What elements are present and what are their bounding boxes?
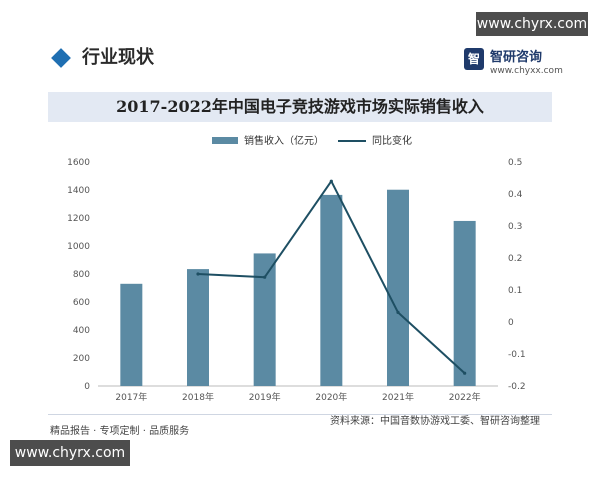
right-axis-tick-label: -0.2 <box>508 382 526 392</box>
bar <box>253 253 276 386</box>
left-axis: 0 200 400 600 800 1000 1200 1400 1600 <box>67 158 90 392</box>
x-axis-tick-label: 2019年 <box>249 391 281 403</box>
bar-series <box>120 189 476 386</box>
brand-name: 智研咨询 <box>490 50 543 65</box>
x-axis-tick-label: 2020年 <box>315 391 347 403</box>
bar <box>120 283 143 386</box>
right-axis-tick-label: 0.2 <box>508 254 522 264</box>
left-axis-tick-label: 800 <box>73 270 90 280</box>
left-axis-tick-label: 200 <box>73 354 90 364</box>
x-axis-tick-label: 2022年 <box>449 391 481 403</box>
watermark-top: www.chyrx.com <box>476 12 588 36</box>
brand-logo-icon: 智 <box>464 48 484 70</box>
left-axis-tick-label: 600 <box>73 298 90 308</box>
line-point <box>463 371 467 375</box>
line-point <box>329 179 333 183</box>
chart-title-bar: 2017-2022年中国电子竞技游戏市场实际销售收入 <box>48 92 552 122</box>
line-series <box>196 179 467 375</box>
x-axis-labels: 2017年 2018年 2019年 2020年 2021年 2022年 <box>115 391 480 403</box>
bar <box>453 220 476 386</box>
right-axis-tick-label: 0.4 <box>508 190 523 200</box>
line-point <box>196 272 200 276</box>
data-source: 资料来源：中国音数协游戏工委、智研咨询整理 <box>330 416 540 427</box>
legend-bar-label: 销售收入（亿元） <box>244 134 324 147</box>
legend: 销售收入（亿元） 同比变化 <box>212 134 412 147</box>
right-axis-tick-label: -0.1 <box>508 350 526 360</box>
right-axis: -0.2 -0.1 0 0.1 0.2 0.3 0.4 0.5 <box>508 158 526 392</box>
x-axis-tick-label: 2017年 <box>115 391 147 403</box>
left-axis-tick-label: 0 <box>84 382 90 392</box>
chart-title: 2017-2022年中国电子竞技游戏市场实际销售收入 <box>116 97 484 116</box>
left-axis-tick-label: 1400 <box>67 186 90 196</box>
section-header: 行业现状 <box>48 42 228 74</box>
bar <box>387 189 409 386</box>
right-axis-tick-label: 0.1 <box>508 286 522 296</box>
bar <box>187 269 209 386</box>
left-axis-tick-label: 400 <box>73 326 90 336</box>
watermark-bottom: www.chyrx.com <box>10 440 130 466</box>
footer-divider <box>48 414 552 415</box>
right-axis-tick-label: 0.3 <box>508 222 522 232</box>
line-point <box>263 275 267 279</box>
bar <box>320 194 343 386</box>
left-axis-tick-label: 1600 <box>67 158 90 168</box>
left-axis-tick-label: 1000 <box>67 242 90 252</box>
legend-bar-swatch <box>212 137 238 144</box>
x-axis-tick-label: 2018年 <box>182 391 214 403</box>
brand: 智 智研咨询 www.chyxx.com <box>464 44 564 80</box>
brand-url: www.chyxx.com <box>490 66 563 76</box>
section-title: 行业现状 <box>82 47 154 68</box>
right-axis-tick-label: 0 <box>508 318 514 328</box>
footer-slogan: 精品报告 · 专项定制 · 品质服务 <box>50 426 190 437</box>
legend-line-label: 同比变化 <box>372 134 412 147</box>
right-axis-tick-label: 0.5 <box>508 158 522 168</box>
line-point <box>396 310 400 314</box>
x-axis-tick-label: 2021年 <box>382 391 414 403</box>
left-axis-tick-label: 1200 <box>67 214 90 224</box>
